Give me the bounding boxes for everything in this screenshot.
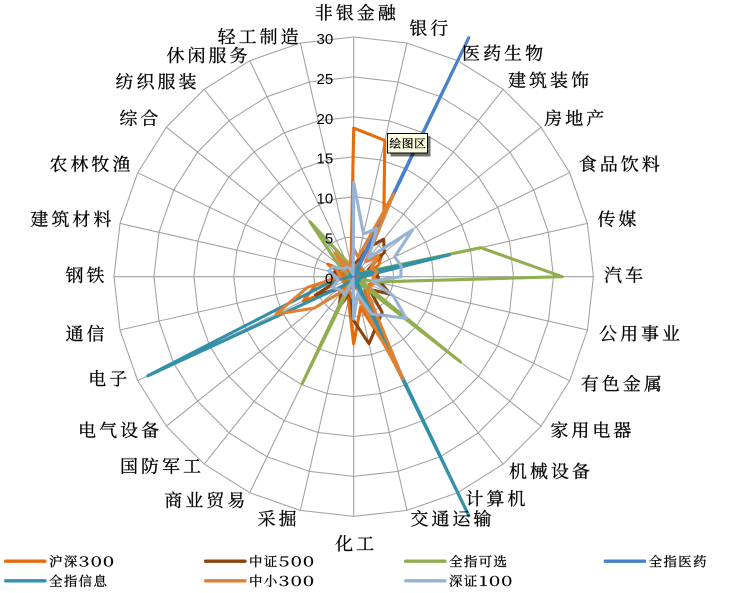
svg-text:30: 30 <box>317 31 334 48</box>
svg-text:5: 5 <box>325 231 333 248</box>
svg-text:25: 25 <box>317 71 334 88</box>
svg-text:15: 15 <box>317 151 334 168</box>
svg-text:10: 10 <box>317 191 334 208</box>
svg-text:20: 20 <box>317 111 334 128</box>
svg-text:0: 0 <box>325 271 333 288</box>
